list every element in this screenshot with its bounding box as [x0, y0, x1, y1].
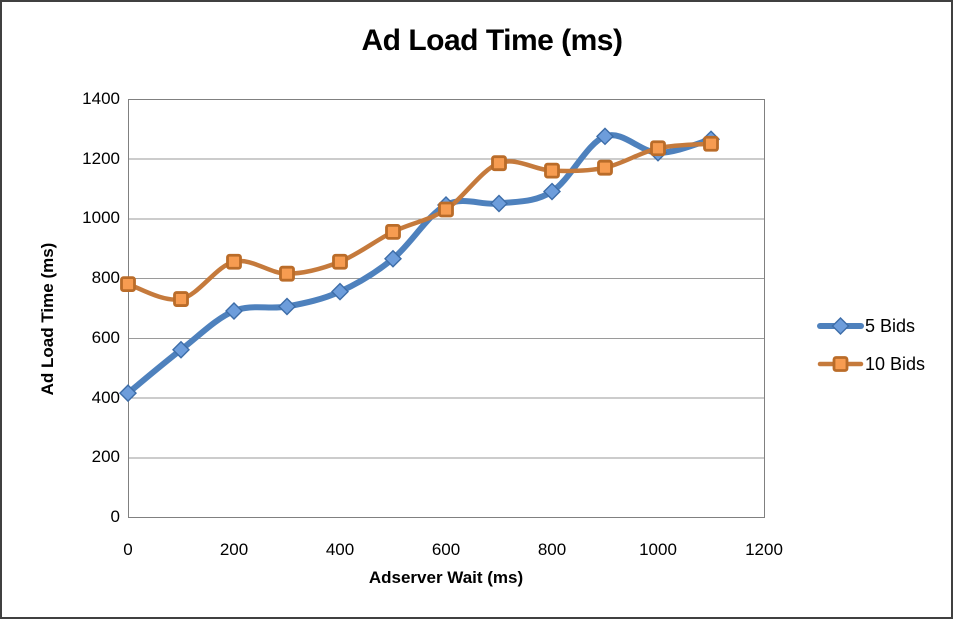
x-axis-title: Adserver Wait (ms) — [368, 568, 524, 587]
marker-10-bids-x0 — [120, 276, 136, 293]
marker-10-bids-x600 — [438, 201, 454, 218]
y-tick-label-800: 800 — [91, 268, 120, 288]
marker-10-bids-x900 — [597, 159, 613, 176]
series-line-10-bids — [125, 141, 714, 302]
marker-5-bids-x500 — [384, 249, 402, 268]
x-tick-label-600: 600 — [431, 540, 461, 559]
marker-5-bids-x100 — [172, 340, 190, 359]
marker-5-bids-x900 — [596, 127, 614, 146]
legend-label-5-bids: 5 Bids — [865, 315, 916, 336]
legend-line-diamond-icon — [817, 317, 864, 335]
legend-item-5-bids: 5 Bids — [817, 312, 925, 340]
marker-5-bids-x200 — [225, 301, 243, 320]
x-tick-label-0: 0 — [123, 540, 133, 559]
marker-5-bids-x0 — [119, 384, 137, 403]
y-tick-label-400: 400 — [91, 387, 120, 407]
marker-5-bids-x400 — [331, 282, 349, 301]
y-tick-label-200: 200 — [91, 447, 120, 467]
marker-5-bids-x300 — [278, 297, 296, 316]
y-axis-title: Ad Load Time (ms) — [38, 242, 57, 396]
x-tick-label-1200: 1200 — [745, 540, 783, 559]
marker-10-bids-x400 — [332, 253, 348, 270]
legend-item-10-bids: 10 Bids — [817, 350, 925, 378]
marker-5-bids-x700 — [490, 194, 508, 213]
x-tick-label-200: 200 — [219, 540, 249, 559]
legend: 5 Bids 10 Bids — [817, 312, 925, 388]
y-tick-label-1000: 1000 — [82, 208, 120, 228]
legend-label-10-bids: 10 Bids — [865, 353, 926, 374]
series-line-5-bids — [125, 132, 714, 397]
marker-10-bids-x500 — [385, 223, 401, 240]
x-tick-label-800: 800 — [537, 540, 567, 559]
marker-5-bids-x800 — [543, 182, 561, 201]
y-tick-label-0: 0 — [110, 507, 120, 526]
marker-10-bids-x300 — [279, 265, 295, 282]
marker-10-bids-x1100 — [703, 135, 719, 152]
marker-10-bids-x700 — [491, 155, 507, 172]
marker-10-bids-x1000 — [650, 140, 666, 157]
x-tick-label-400: 400 — [325, 540, 355, 559]
plot-border — [128, 99, 765, 518]
x-tick-label-1000: 1000 — [639, 540, 677, 559]
legend-line-square-icon — [817, 356, 864, 372]
y-tick-label-1200: 1200 — [82, 148, 120, 168]
marker-10-bids-x800 — [544, 162, 560, 179]
chart-title: Ad Load Time (ms) — [361, 24, 623, 57]
y-tick-label-600: 600 — [91, 327, 120, 347]
y-tick-label-1400: 1400 — [82, 89, 120, 108]
marker-10-bids-x200 — [226, 253, 242, 270]
marker-10-bids-x100 — [173, 291, 189, 307]
